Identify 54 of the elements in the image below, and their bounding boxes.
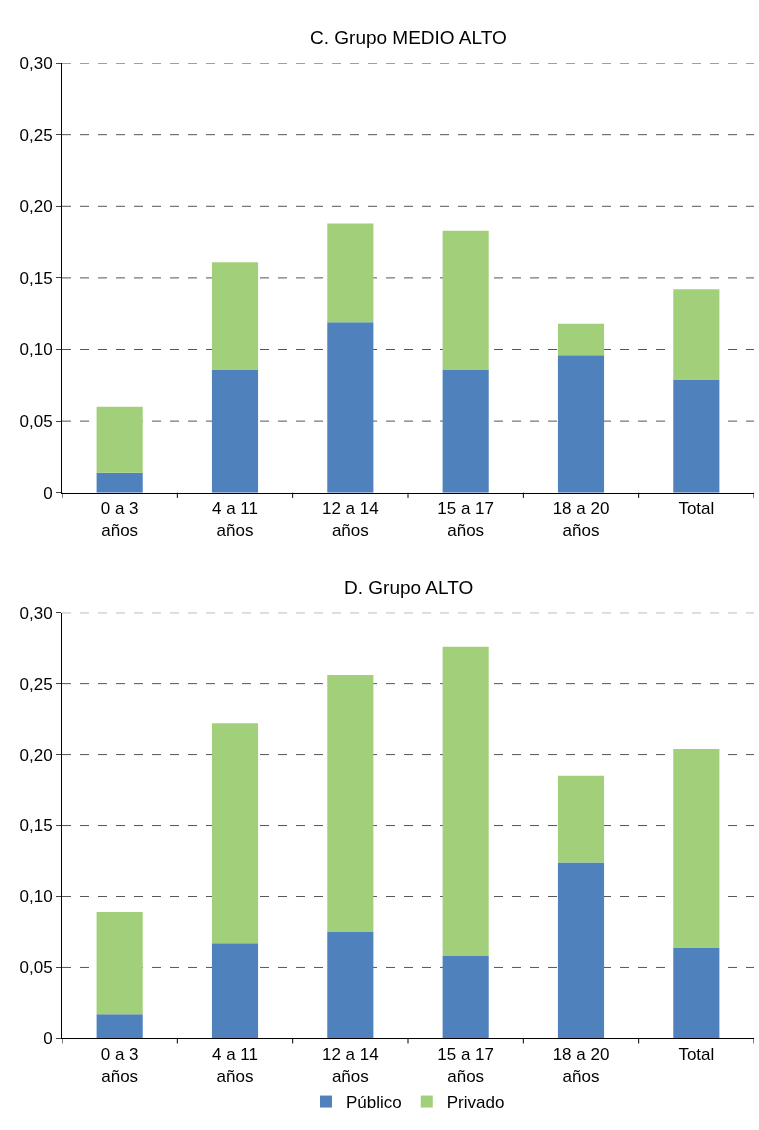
bar	[673, 748, 720, 948]
bar	[96, 1014, 143, 1039]
x-tick-label: 12 a 14 años	[321, 499, 379, 541]
bar	[211, 943, 259, 1039]
y-tick-label: 0	[43, 1029, 53, 1049]
bar	[557, 355, 605, 493]
y-tick-label: 0,15	[19, 268, 53, 288]
bar	[442, 956, 489, 1039]
x-tick-label: 0 a 3 años	[100, 499, 139, 541]
legend-label: Público	[346, 1093, 402, 1113]
bar	[557, 323, 605, 356]
x-tick-label: Total	[678, 1044, 715, 1064]
x-tick-label: 4 a 11 años	[211, 499, 259, 541]
y-tick-label: 0,25	[19, 674, 53, 694]
bar	[442, 230, 489, 370]
y-tick-label: 0,10	[19, 887, 53, 907]
bar	[211, 723, 259, 944]
bar	[96, 406, 143, 473]
x-tick-label: 0 a 3 años	[100, 1044, 139, 1086]
bar	[211, 369, 259, 493]
bar	[96, 472, 143, 493]
bar	[327, 675, 374, 932]
y-tick-label: 0	[43, 483, 53, 503]
bar	[327, 223, 374, 323]
bar	[327, 322, 374, 493]
bar	[673, 289, 720, 380]
x-tick-label: 4 a 11 años	[211, 1044, 259, 1086]
x-tick-label: 15 a 17 años	[437, 1044, 495, 1086]
x-tick-label: 18 a 20 años	[552, 499, 610, 541]
y-tick-label: 0,30	[19, 54, 53, 74]
bar	[673, 379, 720, 493]
chart-title: D. Grupo ALTO	[344, 577, 474, 598]
bar	[442, 646, 489, 957]
y-tick-label: 0,05	[19, 958, 53, 978]
x-tick-label: 18 a 20 años	[552, 1044, 610, 1086]
chart-title: C. Grupo MEDIO ALTO	[310, 27, 507, 48]
bar	[96, 912, 143, 1015]
x-tick-label: 15 a 17 años	[437, 499, 495, 541]
bar	[327, 931, 374, 1039]
y-tick-label: 0,20	[19, 197, 53, 217]
y-tick-label: 0,30	[19, 603, 53, 623]
y-tick-label: 0,10	[19, 340, 53, 360]
bar	[211, 262, 259, 370]
bar	[673, 947, 720, 1039]
y-tick-label: 0,25	[19, 125, 53, 145]
y-tick-label: 0,05	[19, 412, 53, 432]
y-tick-label: 0,15	[19, 816, 53, 836]
y-tick-label: 0,20	[19, 745, 53, 765]
bar	[557, 862, 605, 1039]
x-tick-label: 12 a 14 años	[321, 1044, 379, 1086]
legend-label: Privado	[446, 1093, 505, 1113]
bar	[442, 369, 489, 493]
bar	[557, 775, 605, 863]
x-tick-label: Total	[678, 499, 715, 519]
